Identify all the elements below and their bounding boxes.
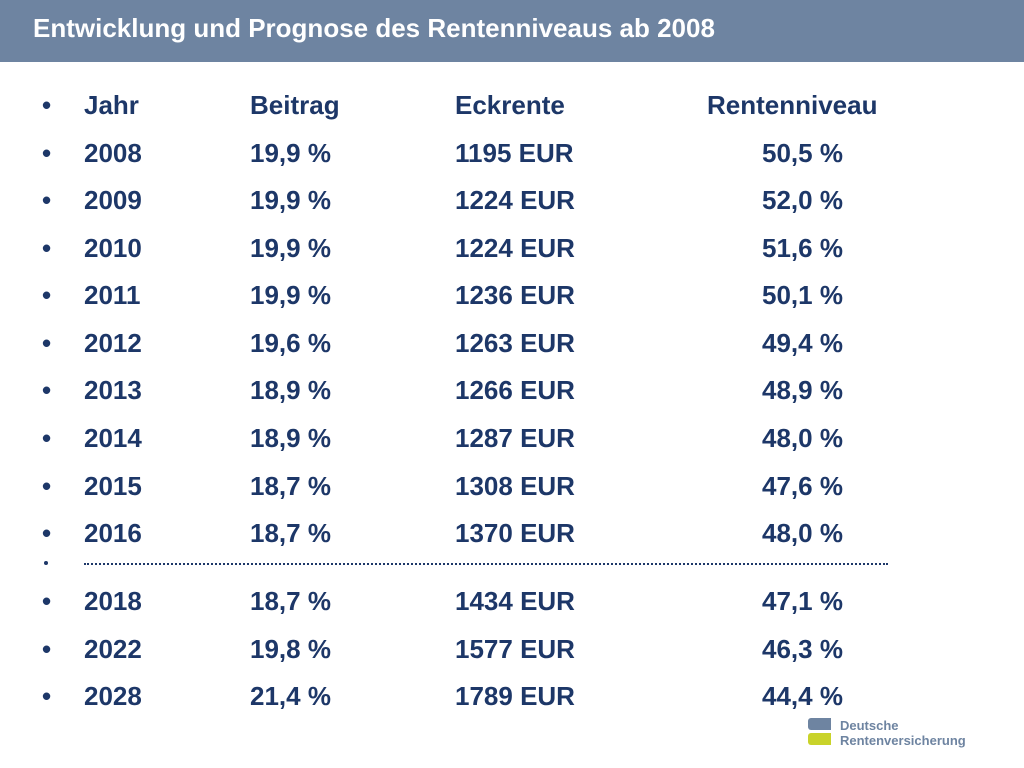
bullet: • [42,280,52,310]
cell-year: 2028 [84,681,142,711]
cell-rentenniveau: 49,4 % [762,328,843,358]
bullet: • [42,328,52,358]
bullet: • [42,634,52,664]
cell-year: 2018 [84,586,142,616]
cell-beitrag: 19,6 % [250,328,331,358]
bullet: • [42,423,52,453]
bullet: • [42,471,52,501]
cell-beitrag: 19,9 % [250,185,331,215]
cell-beitrag: 19,9 % [250,233,331,263]
cell-rentenniveau: 52,0 % [762,185,843,215]
table-row: • 2012 19,6 % 1263 EUR 49,4 % [0,327,1024,359]
table-row: • 2010 19,9 % 1224 EUR 51,6 % [0,232,1024,264]
cell-year: 2012 [84,328,142,358]
cell-rentenniveau: 47,6 % [762,471,843,501]
cell-eckrente: 1224 EUR [455,233,575,263]
logo-text-line2: Rentenversicherung [840,733,966,748]
cell-rentenniveau: 48,0 % [762,423,843,453]
cell-rentenniveau: 44,4 % [762,681,843,711]
bullet: • [42,375,52,405]
cell-beitrag: 19,9 % [250,138,331,168]
cell-eckrente: 1287 EUR [455,423,575,453]
cell-eckrente: 1236 EUR [455,280,575,310]
cell-year: 2015 [84,471,142,501]
table-row: • 2018 18,7 % 1434 EUR 47,1 % [0,585,1024,617]
cell-eckrente: 1263 EUR [455,328,575,358]
cell-year: 2013 [84,375,142,405]
table-row: • 2016 18,7 % 1370 EUR 48,0 % [0,517,1024,549]
cell-year: 2022 [84,634,142,664]
logo-green-bar [808,733,831,745]
dotted-separator [84,563,888,565]
bullet: • [42,518,52,548]
table-row: • 2011 19,9 % 1236 EUR 50,1 % [0,279,1024,311]
cell-year: 2010 [84,233,142,263]
cell-beitrag: 19,9 % [250,280,331,310]
table-row: • 2028 21,4 % 1789 EUR 44,4 % [0,680,1024,712]
drv-logo: Deutsche Rentenversicherung [808,718,978,752]
cell-year: 2011 [84,280,141,310]
cell-eckrente: 1266 EUR [455,375,575,405]
cell-rentenniveau: 48,0 % [762,518,843,548]
cell-year: 2014 [84,423,142,453]
cell-beitrag: 18,7 % [250,471,331,501]
table-row: • 2014 18,9 % 1287 EUR 48,0 % [0,422,1024,454]
cell-eckrente: 1434 EUR [455,586,575,616]
cell-eckrente: 1224 EUR [455,185,575,215]
separator-bullet [44,561,48,565]
cell-eckrente: 1789 EUR [455,681,575,711]
bullet: • [42,185,52,215]
logo-blue-bar [808,718,831,730]
header-year: Jahr [84,90,139,120]
cell-beitrag: 18,7 % [250,586,331,616]
header-rentenniveau: Rentenniveau [707,90,878,120]
cell-eckrente: 1195 EUR [455,138,574,168]
table-row: • 2022 19,8 % 1577 EUR 46,3 % [0,633,1024,665]
table-row: • 2013 18,9 % 1266 EUR 48,9 % [0,374,1024,406]
cell-rentenniveau: 46,3 % [762,634,843,664]
header-beitrag: Beitrag [250,90,340,120]
table-row: • 2009 19,9 % 1224 EUR 52,0 % [0,184,1024,216]
cell-beitrag: 18,9 % [250,423,331,453]
header-eckrente: Eckrente [455,90,565,120]
bullet: • [42,233,52,263]
cell-eckrente: 1577 EUR [455,634,575,664]
cell-beitrag: 21,4 % [250,681,331,711]
cell-beitrag: 19,8 % [250,634,331,664]
cell-rentenniveau: 48,9 % [762,375,843,405]
title-bar: Entwicklung und Prognose des Rentennivea… [0,0,1024,62]
cell-rentenniveau: 47,1 % [762,586,843,616]
cell-year: 2008 [84,138,142,168]
cell-beitrag: 18,9 % [250,375,331,405]
logo-text-line1: Deutsche [840,718,899,733]
table-row: • 2008 19,9 % 1195 EUR 50,5 % [0,137,1024,169]
cell-eckrente: 1370 EUR [455,518,575,548]
cell-rentenniveau: 50,5 % [762,138,843,168]
bullet: • [42,138,52,168]
table-header-row: • Jahr Beitrag Eckrente Rentenniveau [0,89,1024,121]
cell-year: 2009 [84,185,142,215]
cell-beitrag: 18,7 % [250,518,331,548]
cell-rentenniveau: 50,1 % [762,280,843,310]
cell-year: 2016 [84,518,142,548]
bullet: • [42,586,52,616]
slide-title: Entwicklung und Prognose des Rentennivea… [33,13,715,43]
cell-eckrente: 1308 EUR [455,471,575,501]
table-row: • 2015 18,7 % 1308 EUR 47,6 % [0,470,1024,502]
cell-rentenniveau: 51,6 % [762,233,843,263]
bullet: • [42,90,52,120]
bullet: • [42,681,52,711]
